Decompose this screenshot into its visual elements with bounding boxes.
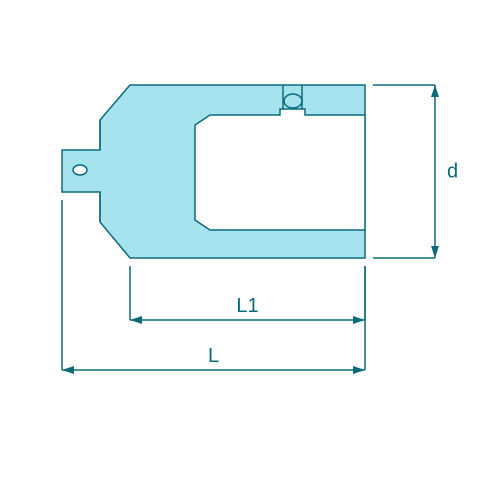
technical-drawing: L1 Ld [0,0,500,500]
dim-label-L: L [208,345,219,367]
part-silhouette [62,85,365,258]
dim-label-L1: L1 [236,295,258,317]
dim-label-d: d [447,161,458,183]
